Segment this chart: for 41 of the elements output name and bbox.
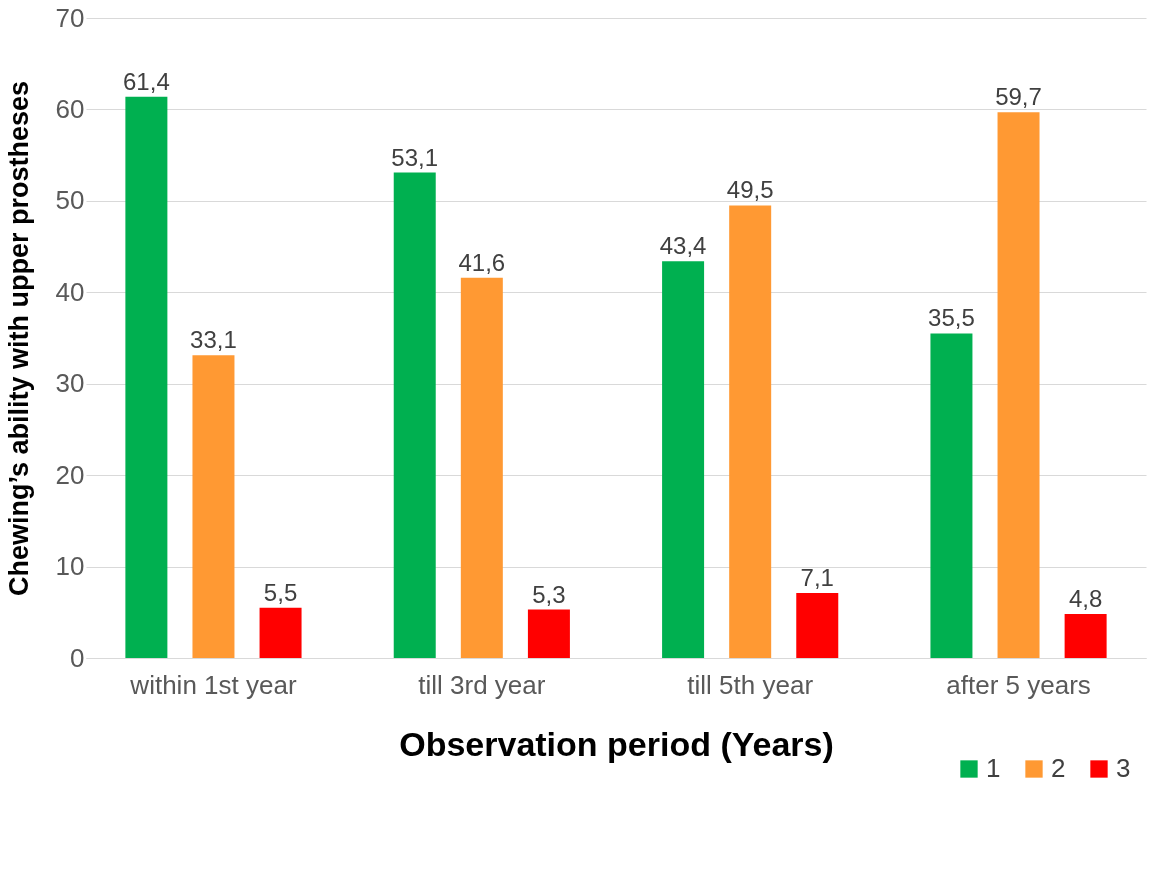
- data-label: 35,5: [928, 304, 975, 332]
- y-axis-title: Chewing’s ability with upper prostheses: [3, 80, 34, 597]
- data-label: 59,7: [995, 83, 1042, 111]
- data-label: 41,6: [458, 248, 506, 276]
- y-tick-label: 70: [55, 2, 85, 33]
- data-label: 61,4: [123, 67, 170, 95]
- data-label: 43,4: [659, 232, 707, 260]
- y-tick-label: 30: [55, 368, 85, 399]
- bar: [662, 261, 705, 658]
- data-label: 33,1: [190, 326, 237, 354]
- x-tick-label: till 5th year: [687, 669, 814, 700]
- bar: [1064, 614, 1107, 658]
- bar: [729, 205, 772, 658]
- data-label: 5,5: [263, 578, 298, 606]
- bar: [527, 609, 570, 658]
- x-tick-label: after 5 years: [946, 669, 1091, 700]
- data-label: 7,1: [800, 564, 834, 592]
- x-tick-label: within 1st year: [129, 669, 297, 700]
- bar: [796, 593, 839, 658]
- bar: [192, 355, 235, 658]
- data-label: 5,3: [532, 580, 566, 608]
- y-tick-label: 0: [70, 642, 85, 673]
- y-tick-label: 20: [55, 459, 85, 490]
- y-tick-label: 60: [55, 93, 85, 124]
- legend-label: 3: [1116, 753, 1131, 783]
- legend-label: 2: [1051, 753, 1066, 783]
- x-tick-label: till 3rd year: [418, 669, 546, 700]
- data-label: 49,5: [726, 176, 774, 204]
- bar: [460, 277, 503, 658]
- y-tick-label: 50: [55, 185, 85, 216]
- bar: [930, 333, 973, 658]
- bar: [259, 607, 302, 658]
- data-label: 4,8: [1068, 585, 1103, 613]
- data-label: 53,1: [391, 143, 439, 171]
- bar: [997, 112, 1040, 658]
- legend-label: 1: [986, 753, 1001, 783]
- bar: [125, 96, 168, 658]
- bar: [393, 172, 436, 658]
- x-axis-title: Observation period (Years): [399, 724, 834, 763]
- y-tick-label: 40: [55, 276, 85, 307]
- y-tick-label: 10: [55, 551, 85, 582]
